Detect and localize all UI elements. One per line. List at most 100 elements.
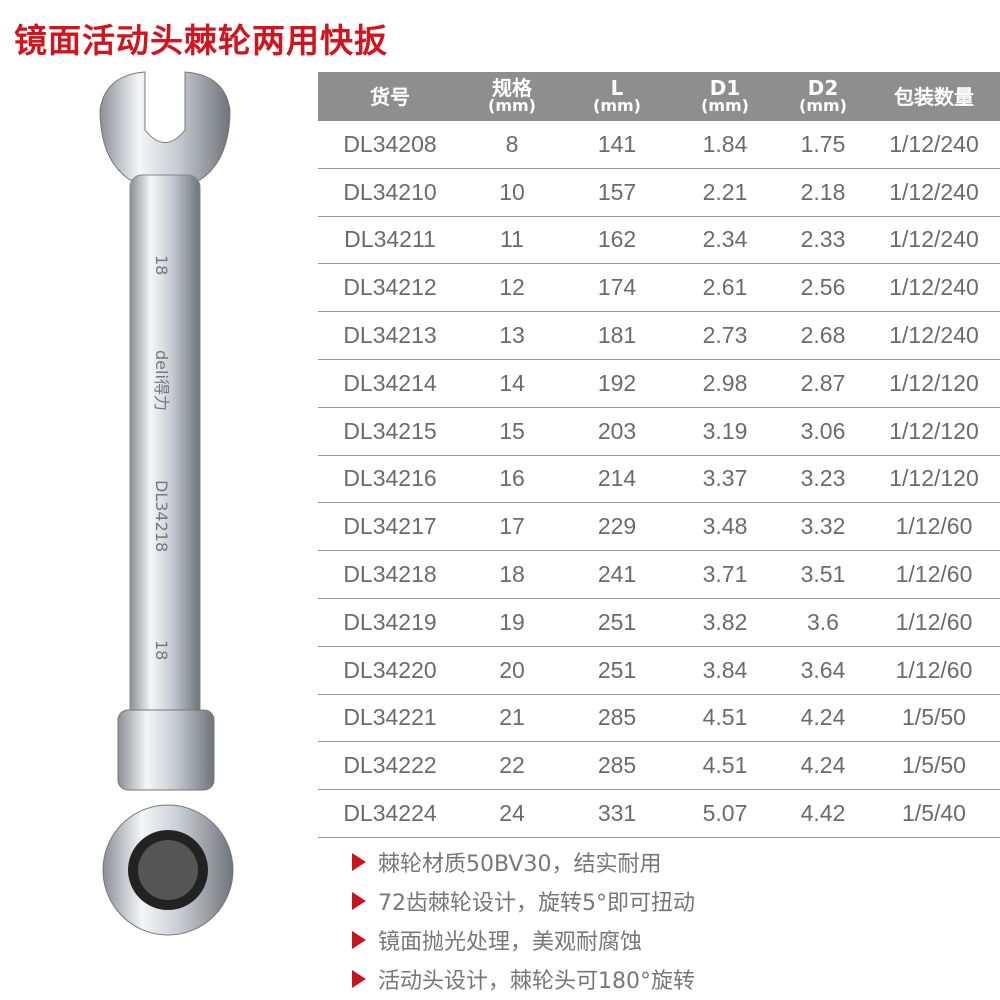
feature-item: 镜面抛光处理，美观耐腐蚀 xyxy=(352,920,695,959)
feature-text: 活动头设计，棘轮头可180°旋转 xyxy=(378,968,695,994)
table-cell: DL34212 xyxy=(343,274,437,301)
table-cell: 11 xyxy=(500,226,524,253)
table-cell: 2.33 xyxy=(800,226,846,253)
table-cell: DL34217 xyxy=(343,513,437,540)
table-cell: 8 xyxy=(505,130,519,157)
table-cell: 3.71 xyxy=(702,561,748,588)
table-cell: 21 xyxy=(499,704,525,731)
table-cell: 3.48 xyxy=(702,513,748,540)
column-header: 规格 (mm) xyxy=(462,72,562,121)
table-cell: 24 xyxy=(499,800,525,827)
table-cell: 1/5/50 xyxy=(902,704,966,731)
feature-text: 棘轮材质50BV30，结实耐用 xyxy=(378,851,662,877)
table-cell: 1/12/60 xyxy=(895,513,973,540)
column-header-label: 规格 xyxy=(492,75,532,100)
table-cell: 174 xyxy=(597,274,637,301)
table-cell: 3.84 xyxy=(702,656,748,683)
table-cell: 1/12/60 xyxy=(895,561,973,588)
table-cell: 15 xyxy=(499,417,525,444)
table-cell: 2.68 xyxy=(800,322,846,349)
table-cell: 1/12/240 xyxy=(889,178,979,205)
table-row: DL34222 22 285 4.51 4.24 1/5/50 xyxy=(318,742,1000,791)
column-header-unit: (mm) xyxy=(488,95,536,115)
table-cell: 3.37 xyxy=(702,465,748,492)
open-end-head xyxy=(99,71,231,181)
bullet-triangle-icon xyxy=(352,969,366,988)
table-row: DL34218 18 241 3.71 3.51 1/12/60 xyxy=(318,551,1000,599)
column-header: 包装数量 xyxy=(868,72,1000,121)
table-cell: 251 xyxy=(597,608,637,635)
column-header: D2 (mm) xyxy=(778,72,868,121)
table-cell: 14 xyxy=(499,369,525,396)
table-cell: 1.75 xyxy=(800,130,846,157)
bullet-triangle-icon xyxy=(352,852,366,871)
table-cell: 229 xyxy=(597,513,637,540)
table-cell: 181 xyxy=(597,322,637,349)
column-header-label: 货号 xyxy=(370,84,410,109)
column-header: D1 (mm) xyxy=(672,72,778,121)
table-cell: 3.64 xyxy=(800,656,846,683)
table-cell: 241 xyxy=(597,561,637,588)
table-cell: 22 xyxy=(499,752,525,779)
feature-text: 镜面抛光处理，美观耐腐蚀 xyxy=(378,929,643,955)
table-cell: 18 xyxy=(499,561,525,588)
table-row: DL34212 12 174 2.61 2.56 1/12/240 xyxy=(318,264,1000,313)
table-cell: 4.24 xyxy=(800,752,846,779)
table-row: DL34211 11 162 2.34 2.33 1/12/240 xyxy=(318,217,1000,265)
table-cell: 4.51 xyxy=(702,752,748,779)
feature-item: 72齿棘轮设计，旋转5°即可扭动 xyxy=(352,881,695,920)
table-cell: DL34216 xyxy=(343,465,437,492)
table-cell: 4.42 xyxy=(800,800,846,827)
column-header-unit: (mm) xyxy=(701,95,749,115)
table-cell: DL34213 xyxy=(343,322,437,349)
table-row: DL34214 14 192 2.98 2.87 1/12/120 xyxy=(318,360,1000,408)
table-cell: DL34218 xyxy=(343,561,437,588)
page-title: 镜面活动头棘轮两用快扳 xyxy=(14,21,388,60)
table-cell: 2.73 xyxy=(702,322,748,349)
table-cell: 1/12/60 xyxy=(895,608,973,635)
table-row: DL34220 20 251 3.84 3.64 1/12/60 xyxy=(318,647,1000,695)
column-header-label: D1 xyxy=(709,75,741,100)
table-cell: DL34210 xyxy=(343,178,437,205)
table-cell: 13 xyxy=(499,322,525,349)
table-cell: DL34208 xyxy=(343,130,437,157)
table-row: DL34208 8 141 1.84 1.75 1/12/240 xyxy=(318,121,1000,169)
feature-list: 棘轮材质50BV30，结实耐用 72齿棘轮设计，旋转5°即可扭动镜面抛光处理，美观… xyxy=(352,842,695,998)
table-cell: 20 xyxy=(499,656,525,683)
brand-marking: deli得力 xyxy=(152,350,171,411)
table-cell: 10 xyxy=(499,178,525,205)
table-cell: DL34211 xyxy=(344,226,436,253)
bullet-triangle-icon xyxy=(352,891,366,910)
wrench-product-image: 18 deli得力 DL34218 18 xyxy=(99,71,234,936)
column-header: L (mm) xyxy=(562,72,672,121)
table-cell: 331 xyxy=(597,800,637,827)
table-row: DL34217 17 229 3.48 3.32 1/12/60 xyxy=(318,503,1000,552)
table-cell: 4.24 xyxy=(800,704,846,731)
table-cell: 1/12/240 xyxy=(889,226,979,253)
table-cell: 4.51 xyxy=(702,704,748,731)
table-cell: 3.82 xyxy=(702,608,748,635)
bullet-triangle-icon xyxy=(352,930,366,949)
table-cell: 2.87 xyxy=(800,369,846,396)
table-row: DL34216 16 214 3.37 3.23 1/12/120 xyxy=(318,456,1000,504)
table-cell: 3.06 xyxy=(800,417,846,444)
table-cell: 12 xyxy=(499,274,525,301)
table-body: DL34208 8 141 1.84 1.75 1/12/240 DL34210 10 157 2… xyxy=(318,121,1000,838)
column-header-unit: (mm) xyxy=(593,95,641,115)
table-cell: DL34221 xyxy=(343,704,437,731)
column-header: 货号 xyxy=(318,72,462,121)
table-cell: 5.07 xyxy=(702,800,748,827)
table-row: DL34210 10 157 2.21 2.18 1/12/240 xyxy=(318,169,1000,217)
table-cell: 157 xyxy=(597,178,637,205)
table-cell: 1/12/240 xyxy=(889,322,979,349)
table-cell: 214 xyxy=(597,465,637,492)
column-header-label: L xyxy=(610,75,624,100)
table-cell: 1/12/240 xyxy=(889,130,979,157)
table-row: DL34215 15 203 3.19 3.06 1/12/120 xyxy=(318,408,1000,456)
table-cell: 1/12/60 xyxy=(895,656,973,683)
table-row: DL34224 24 331 5.07 4.42 1/5/40 xyxy=(318,790,1000,838)
table-cell: 1/12/120 xyxy=(889,465,979,492)
table-cell: 3.19 xyxy=(702,417,748,444)
table-cell: 285 xyxy=(597,704,637,731)
table-cell: 192 xyxy=(597,369,637,396)
